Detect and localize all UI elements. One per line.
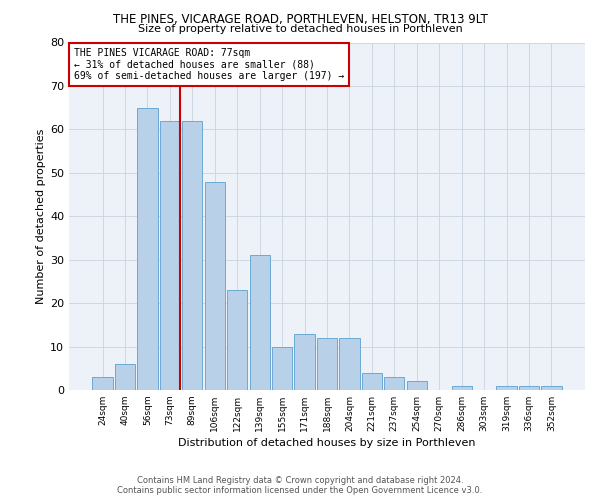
Bar <box>250 256 270 390</box>
Bar <box>205 182 225 390</box>
Bar <box>384 377 404 390</box>
Bar <box>227 290 247 390</box>
Text: THE PINES VICARAGE ROAD: 77sqm
← 31% of detached houses are smaller (88)
69% of : THE PINES VICARAGE ROAD: 77sqm ← 31% of … <box>74 48 344 81</box>
Bar <box>92 377 113 390</box>
Bar <box>362 372 382 390</box>
Bar <box>541 386 562 390</box>
Bar <box>340 338 359 390</box>
Bar <box>115 364 135 390</box>
Bar <box>182 120 202 390</box>
Bar <box>452 386 472 390</box>
Text: Size of property relative to detached houses in Porthleven: Size of property relative to detached ho… <box>137 24 463 34</box>
Bar <box>317 338 337 390</box>
Bar <box>519 386 539 390</box>
Text: Contains HM Land Registry data © Crown copyright and database right 2024.
Contai: Contains HM Land Registry data © Crown c… <box>118 476 482 495</box>
X-axis label: Distribution of detached houses by size in Porthleven: Distribution of detached houses by size … <box>178 438 476 448</box>
Bar <box>160 120 180 390</box>
Bar <box>272 346 292 390</box>
Text: THE PINES, VICARAGE ROAD, PORTHLEVEN, HELSTON, TR13 9LT: THE PINES, VICARAGE ROAD, PORTHLEVEN, HE… <box>113 12 487 26</box>
Y-axis label: Number of detached properties: Number of detached properties <box>36 128 46 304</box>
Bar <box>137 108 158 390</box>
Bar <box>295 334 314 390</box>
Bar <box>496 386 517 390</box>
Bar <box>407 382 427 390</box>
